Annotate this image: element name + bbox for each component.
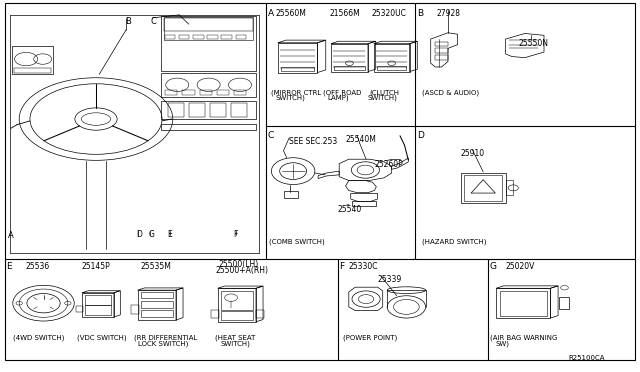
Bar [164,17,253,41]
Text: (CLUTCH: (CLUTCH [369,89,399,96]
Bar [12,46,53,74]
Text: C: C [268,131,274,140]
Text: (VDC SWITCH): (VDC SWITCH) [77,335,127,341]
Bar [165,90,177,95]
Text: A: A [8,231,13,240]
Bar [211,310,219,318]
Bar [207,35,218,39]
Bar [161,101,256,119]
Text: 25540M: 25540M [346,135,376,144]
Bar [131,305,139,314]
Text: (4WD SWITCH): (4WD SWITCH) [13,335,64,341]
Bar [281,67,314,71]
Bar [256,310,264,318]
Bar [352,201,376,206]
Text: LOCK SWITCH): LOCK SWITCH) [138,340,188,347]
Bar [200,90,212,95]
Text: 25500(LH): 25500(LH) [219,260,259,269]
Text: (HEAT SEAT: (HEAT SEAT [215,335,255,341]
Bar [221,311,253,320]
Text: B: B [125,17,131,26]
Bar [189,103,205,117]
Text: D: D [136,230,142,238]
Text: 27928: 27928 [436,9,461,18]
Text: A: A [268,9,274,18]
Text: 25910: 25910 [461,149,485,158]
Text: (POWER POINT): (POWER POINT) [343,335,397,341]
Text: F: F [234,230,238,238]
Bar [168,103,184,117]
Text: 25260P: 25260P [374,160,403,169]
Bar [221,291,253,310]
Bar [141,310,173,317]
Bar [179,35,189,39]
Text: E: E [168,230,172,238]
Bar [461,173,506,203]
Bar [559,297,569,309]
Text: SWITCH): SWITCH) [220,340,250,347]
Text: G: G [148,230,154,238]
Bar [221,35,232,39]
Text: 25536: 25536 [26,262,50,271]
Text: D: D [417,131,424,140]
Text: (OFF ROAD: (OFF ROAD [323,89,362,96]
Bar [14,68,51,73]
Text: (COMB SWITCH): (COMB SWITCH) [269,239,324,245]
Text: (MIRROR CTRL: (MIRROR CTRL [271,89,322,96]
Text: 25320UC: 25320UC [371,9,406,18]
Text: 25020V: 25020V [506,262,535,271]
Bar [210,103,226,117]
Bar [464,175,502,201]
Text: F: F [339,262,344,271]
Bar [284,191,298,198]
Text: (RR DIFFERENTIAL: (RR DIFFERENTIAL [134,335,198,341]
Text: 25339: 25339 [378,275,402,284]
Bar [161,124,256,130]
Text: (ASCD & AUDIO): (ASCD & AUDIO) [422,89,479,96]
Bar [193,35,204,39]
Bar [506,180,513,195]
Text: R25100CA: R25100CA [568,355,605,361]
Bar [161,16,256,71]
Bar [164,18,253,31]
Bar [435,48,448,53]
Bar [377,66,406,70]
Text: B: B [417,9,424,18]
Bar [182,90,195,95]
Bar [500,291,547,316]
Bar [334,66,365,70]
Text: 25550N: 25550N [518,39,548,48]
Text: E: E [6,262,12,271]
Bar [85,305,111,315]
Text: SWITCH): SWITCH) [368,95,398,101]
Text: 25560M: 25560M [275,9,306,18]
Text: 25535M: 25535M [141,262,172,271]
Bar [236,35,246,39]
Bar [217,90,229,95]
Bar [231,103,247,117]
Bar [435,42,448,46]
Bar [141,292,173,298]
Text: SEE SEC.253: SEE SEC.253 [289,137,337,145]
Bar [234,90,246,95]
Bar [141,301,173,308]
Text: (HAZARD SWITCH): (HAZARD SWITCH) [422,239,487,245]
Bar [161,73,256,97]
Bar [435,55,448,60]
Text: G: G [490,262,497,271]
Text: (AIR BAG WARNING: (AIR BAG WARNING [490,335,557,341]
Bar [165,35,175,39]
Text: LAMP): LAMP) [328,95,349,101]
Text: SWITCH): SWITCH) [275,95,305,101]
Text: 25145P: 25145P [82,262,111,271]
Text: 21566M: 21566M [330,9,360,18]
Text: 25500+A(RH): 25500+A(RH) [215,266,268,275]
Bar [85,295,111,305]
Bar [76,306,83,312]
Text: C: C [150,17,156,26]
Text: SW): SW) [496,340,510,347]
Text: 25540: 25540 [338,205,362,214]
Text: 25330C: 25330C [349,262,378,271]
